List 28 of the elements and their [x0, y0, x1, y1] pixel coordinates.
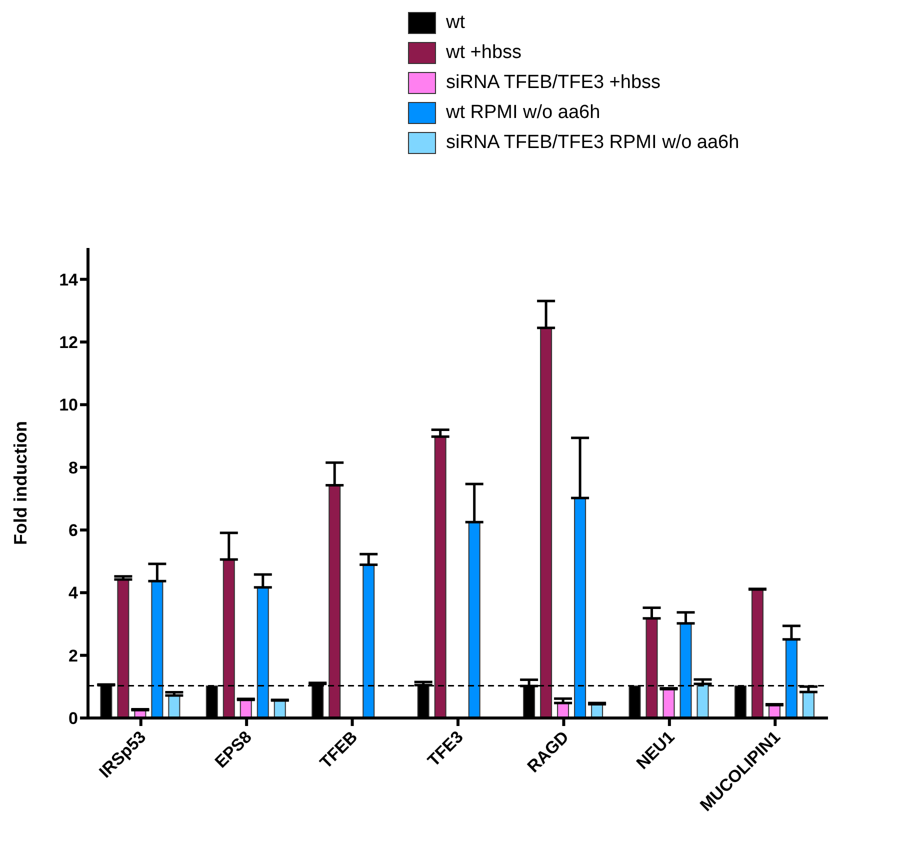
bar — [256, 586, 269, 718]
bar — [680, 622, 692, 718]
y-tick-label: 6 — [68, 521, 78, 540]
legend-label: wt +hbss — [446, 41, 522, 65]
bar — [785, 638, 798, 718]
y-tick-label: 2 — [68, 646, 78, 666]
bar — [434, 436, 446, 718]
y-tick-label: 14 — [59, 270, 79, 290]
bar — [574, 498, 586, 718]
bar — [151, 580, 164, 718]
bar — [222, 558, 235, 718]
y-tick-label: 10 — [59, 396, 78, 415]
legend-label: wt RPMI w/o aa6h — [446, 101, 600, 125]
legend-label: siRNA TFEB/TFE3 +hbss — [446, 71, 661, 95]
legend-label: wt — [446, 11, 465, 35]
legend-label: siRNA TFEB/TFE3 RPMI w/o aa6h — [446, 131, 740, 155]
y-axis-title: Fold induction — [10, 421, 30, 545]
bar — [646, 618, 658, 718]
y-tick-label: 4 — [68, 584, 79, 603]
bar — [328, 484, 341, 718]
bar — [362, 564, 375, 718]
y-tick-label: 8 — [68, 458, 78, 478]
y-tick-label: 12 — [59, 333, 78, 352]
y-tick-label: 0 — [68, 709, 78, 728]
bar — [751, 589, 764, 718]
bar — [468, 522, 480, 718]
bar — [117, 579, 130, 718]
bar — [540, 327, 552, 718]
